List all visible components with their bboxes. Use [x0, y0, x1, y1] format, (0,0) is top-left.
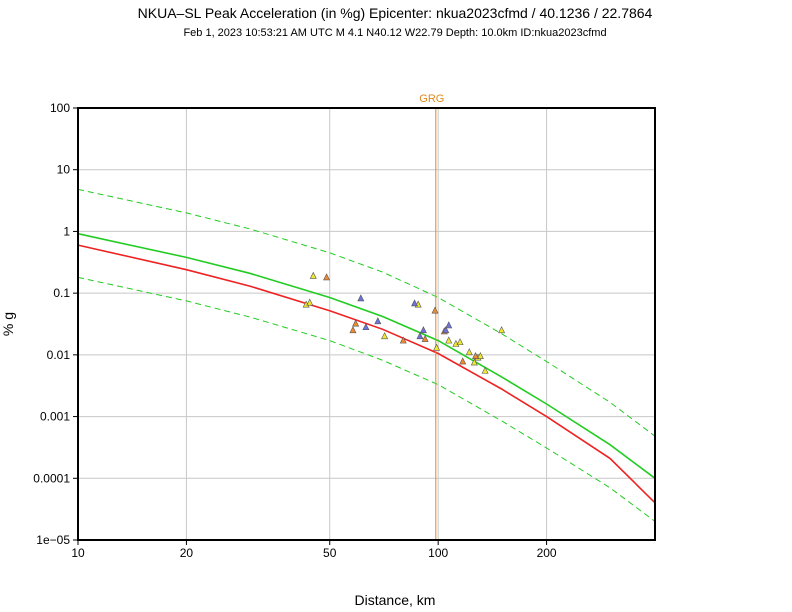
station-point: [309, 271, 317, 279]
station-point: [419, 326, 427, 334]
station-point: [399, 336, 407, 344]
station-point: [472, 352, 480, 360]
station-point: [323, 273, 331, 281]
station-point: [306, 298, 314, 306]
station-point: [476, 352, 484, 360]
station-point: [465, 348, 473, 356]
station-point: [433, 343, 441, 351]
x-tick-label: 10: [71, 546, 85, 560]
x-axis-label: Distance, km: [355, 592, 436, 608]
station-point: [349, 326, 357, 334]
curve-reference: [77, 244, 656, 504]
station-point: [381, 332, 389, 340]
station-point: [411, 299, 419, 307]
station-point: [442, 326, 450, 334]
station-point: [470, 358, 478, 366]
y-tick-label: 1e−05: [36, 533, 70, 547]
chart-subtitle: Feb 1, 2023 10:53:21 AM UTC M 4.1 N40.12…: [183, 27, 606, 39]
curve-upper-bound: [77, 188, 656, 437]
x-axis-ticks: 10 20 50 100 200: [71, 540, 557, 560]
x-tick-label: 50: [323, 546, 337, 560]
x-tick-label: 200: [537, 546, 557, 560]
curve-lower-bound: [77, 276, 656, 522]
station-label: GRG: [419, 93, 444, 105]
station-point: [352, 319, 360, 327]
chart-title: NKUA–SL Peak Acceleration (in %g) Epicen…: [138, 5, 653, 21]
x-tick-label: 20: [180, 546, 194, 560]
model-curves: [77, 188, 656, 522]
station-point: [357, 294, 365, 302]
station-point: [431, 306, 439, 314]
y-tick-label: 0.01: [47, 348, 71, 362]
curve-median: [77, 232, 656, 479]
y-tick-label: 1: [63, 224, 70, 238]
y-axis-label: % g: [0, 312, 16, 336]
y-tick-label: 0.001: [40, 410, 70, 424]
station-point: [374, 317, 382, 325]
station-point: [445, 321, 453, 329]
station-point: [459, 357, 467, 365]
y-tick-label: 0.0001: [33, 471, 70, 485]
y-axis-ticks: 100 10 1 0.1 0.01 0.001 0.0001 1e−05: [33, 101, 78, 547]
y-tick-label: 0.1: [53, 286, 70, 300]
plot-frame: [77, 107, 656, 541]
y-tick-label: 100: [50, 101, 70, 115]
station-point: [416, 332, 424, 340]
station-points: [302, 271, 506, 374]
station-point: [481, 366, 489, 374]
station-point: [456, 338, 464, 346]
station-point: [445, 336, 453, 344]
x-tick-label: 100: [428, 546, 448, 560]
station-annotation: GRG: [419, 93, 444, 540]
station-point: [498, 326, 506, 334]
station-point: [362, 323, 370, 331]
station-point: [421, 334, 429, 342]
y-tick-label: 10: [57, 163, 71, 177]
